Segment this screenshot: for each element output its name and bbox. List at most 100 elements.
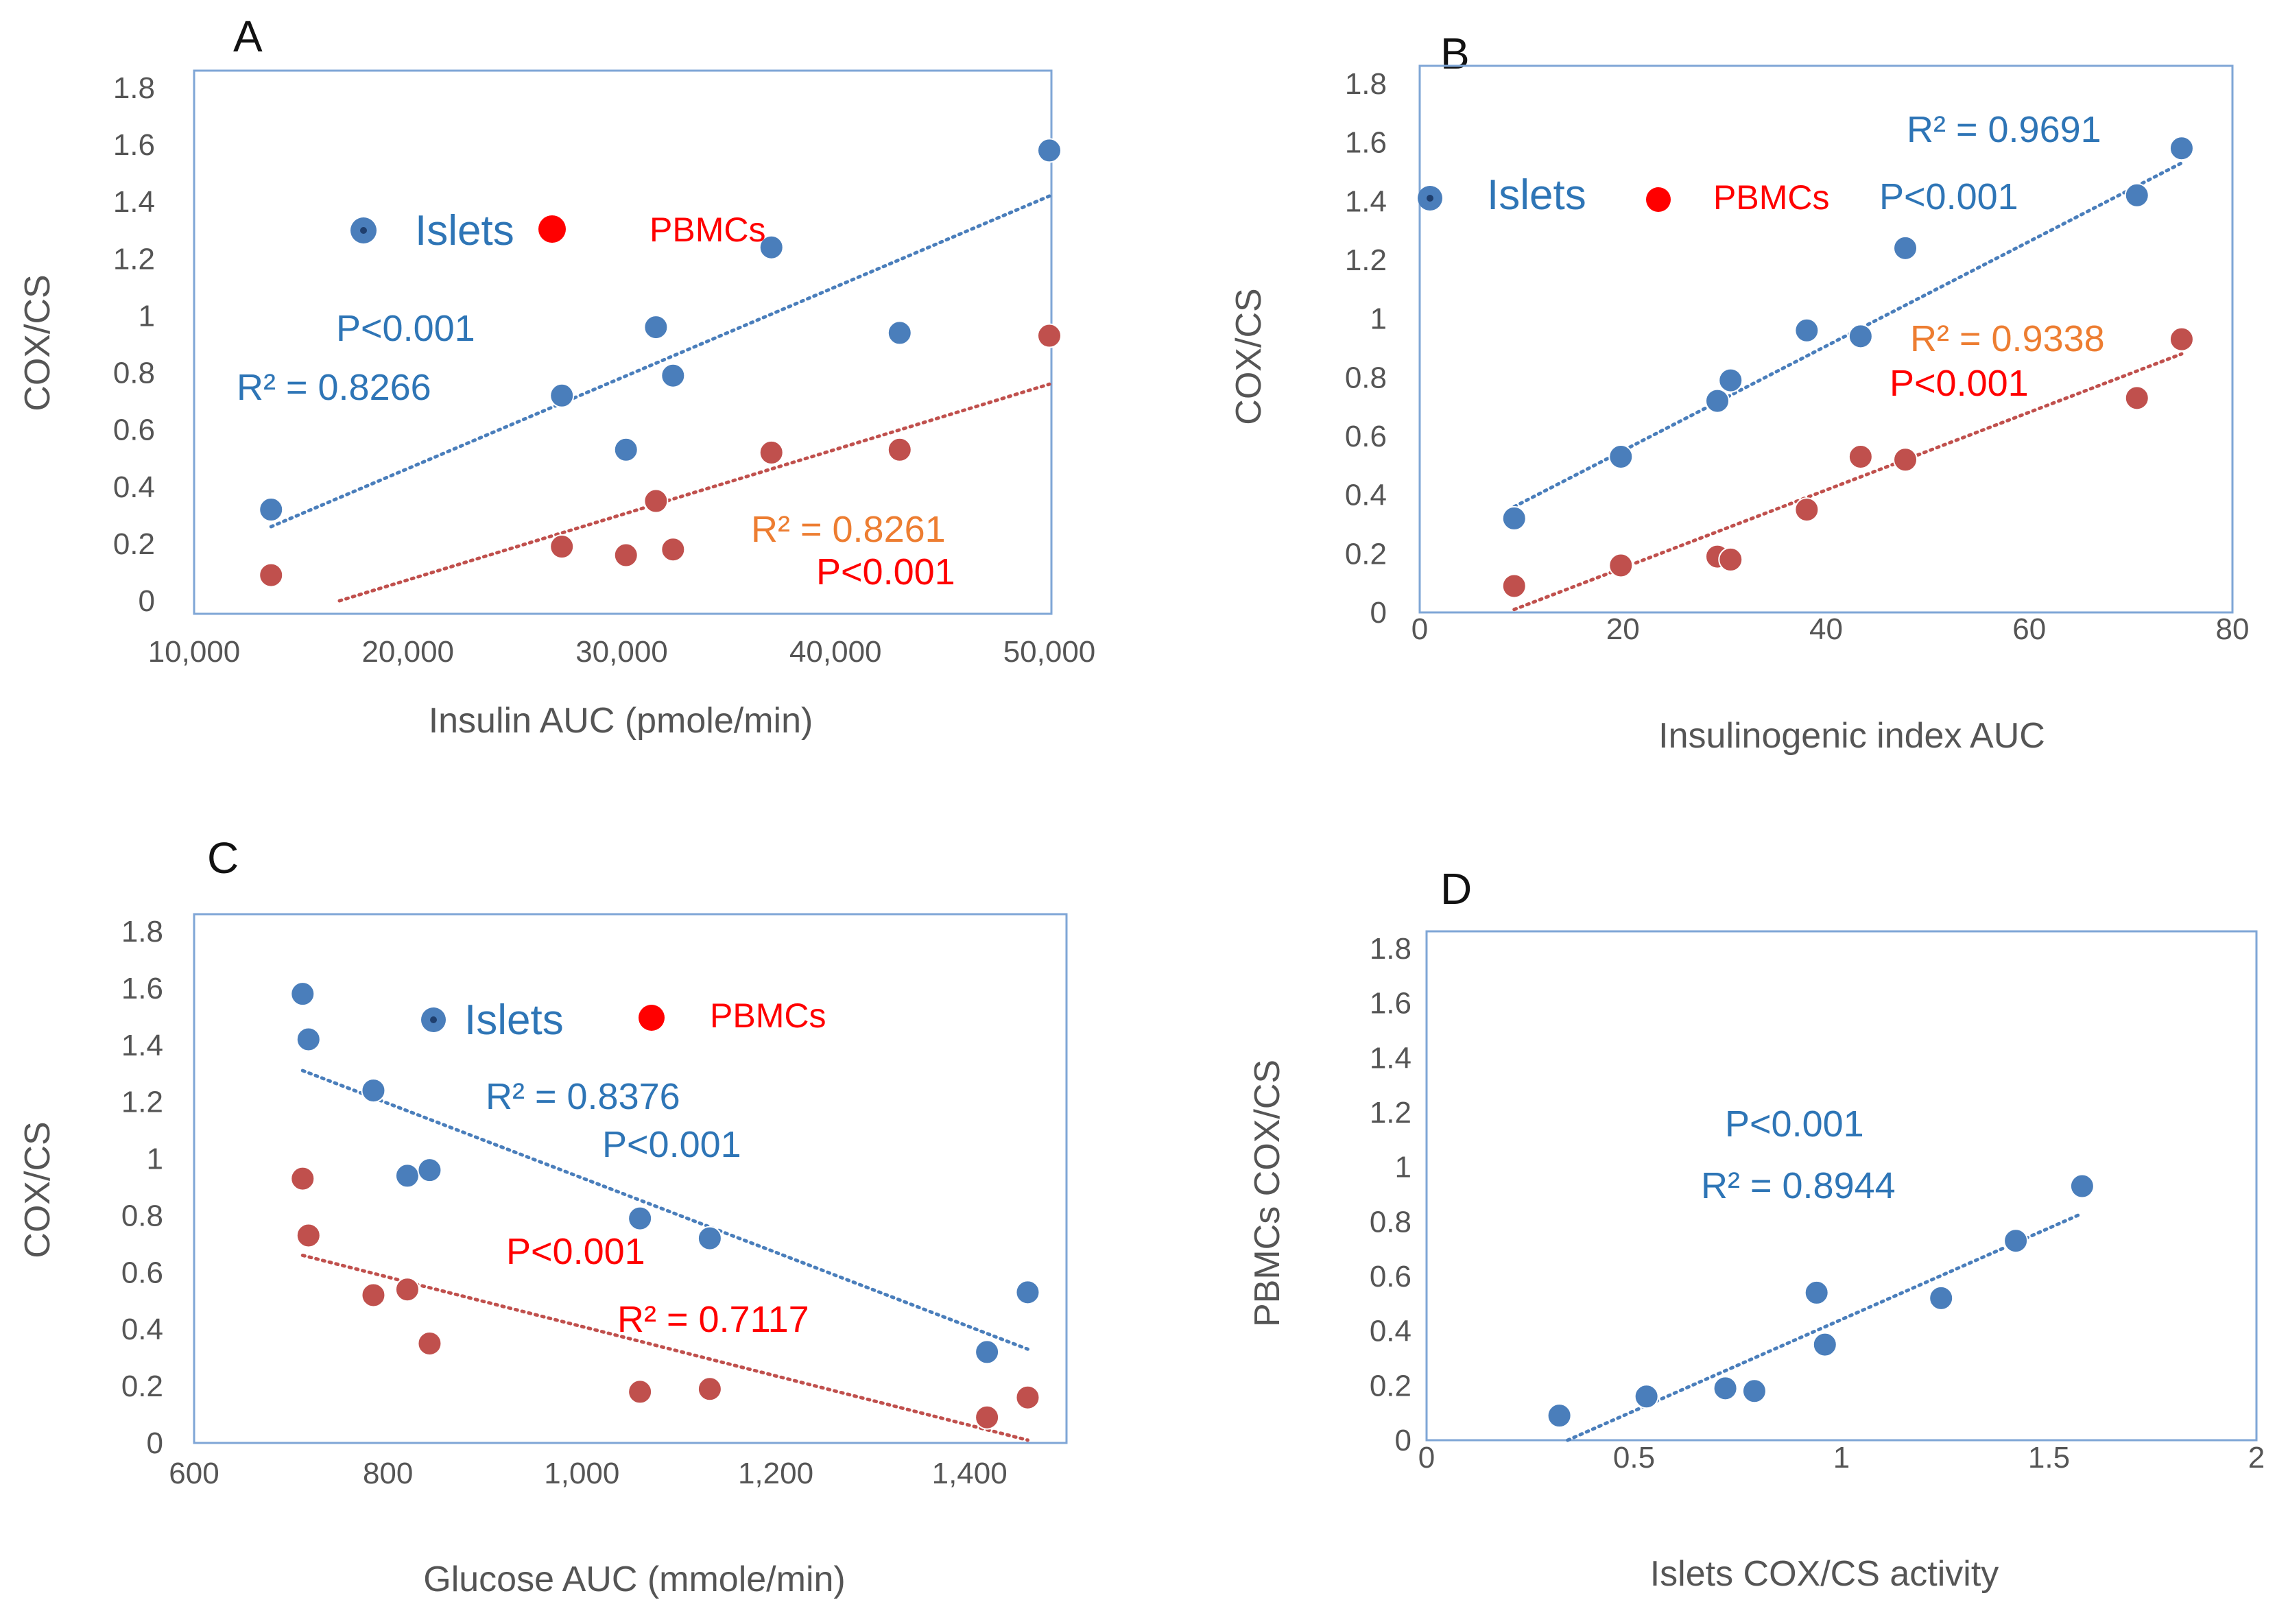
panel-a-pbmcs-point — [887, 437, 912, 462]
panel-b-letter: B — [1440, 29, 1470, 78]
panel-d-ytick-label: 1.2 — [1370, 1096, 1411, 1130]
panel-c-xtick-label: 1,400 — [932, 1457, 1008, 1490]
panel-a-pbmcs-point — [1037, 323, 1062, 348]
panel-a-islets-r2: R² = 0.8266 — [237, 367, 431, 408]
panel-b-ytick-label: 0.8 — [1345, 361, 1387, 394]
panel-c-islets-point — [975, 1339, 1000, 1365]
panel-c-pbmcs-point — [628, 1379, 653, 1405]
panel-a-xlabel: Insulin AUC (pmole/min) — [429, 701, 813, 741]
panel-a-xtick-label: 40,000 — [789, 635, 882, 669]
panel-c-islets-point — [394, 1163, 420, 1189]
panel-a-ytick-label: 0.4 — [113, 470, 155, 504]
panel-c-xtick-label: 1,000 — [544, 1457, 619, 1490]
panel-b-islets-point — [2169, 136, 2194, 161]
panel-b-islets-point — [2124, 182, 2149, 208]
panel-c-ytick-label: 1 — [147, 1143, 163, 1176]
panel-a-legend-islets-label: Islets — [415, 207, 514, 254]
panel-a-pbmcs-point — [643, 488, 669, 514]
panel-d-ylabel: PBMCs COX/CS — [1248, 1060, 1287, 1327]
panel-a-ytick-label: 0.6 — [113, 414, 155, 447]
panel-b-ytick-label: 1.2 — [1345, 243, 1387, 277]
panel-a-letter: A — [233, 12, 263, 61]
panel-b-xtick-label: 60 — [2012, 612, 2046, 646]
panel-b-pbmcs-point — [1608, 553, 1634, 578]
panel-d-frame — [1425, 930, 2258, 1442]
panel-a-xtick-label: 20,000 — [361, 635, 454, 669]
panel-c-pbmcs-point — [697, 1376, 722, 1402]
panel-b-islets-point — [1848, 324, 1873, 349]
panel-d-ytick-label: 1 — [1395, 1151, 1411, 1184]
panel-a-xtick-label: 30,000 — [575, 635, 668, 669]
panel-b-ytick-label: 0 — [1370, 596, 1387, 630]
panel-a-legend: Islets PBMCs — [350, 207, 765, 254]
panel-a-pbmcs-point — [613, 542, 639, 568]
panel-d-islets-vs-pbmcs-point — [1804, 1280, 1829, 1305]
panel-a-islets-pvalue: P<0.001 — [336, 308, 475, 349]
panel-d-pvalue: P<0.001 — [1725, 1103, 1864, 1145]
panel-c-pbmcs-point — [975, 1405, 1000, 1430]
panel-b-islets-point — [1794, 318, 1820, 343]
panel-b-xtick-label: 80 — [2216, 612, 2250, 646]
panel-c-islets-point — [296, 1027, 321, 1052]
panel-d-xtick-label: 0.5 — [1613, 1441, 1655, 1474]
panel-c-pbmcs-point — [296, 1223, 321, 1248]
panel-c-pbmcs-trendline — [300, 1253, 1029, 1442]
panel-b-xtick-label: 20 — [1606, 612, 1640, 646]
panel-c-islets-point — [417, 1158, 442, 1183]
panel-c-ytick-label: 0.2 — [121, 1370, 163, 1403]
panel-a-ytick-label: 1.4 — [113, 185, 155, 219]
panel-c-ytick-label: 1.6 — [121, 972, 163, 1005]
panel-a-ytick-label: 0.2 — [113, 527, 155, 561]
panel-a-pbmcs-pvalue: P<0.001 — [816, 551, 955, 593]
panel-c-pbmcs-point — [394, 1277, 420, 1302]
panel-c-legend: Islets PBMCs — [421, 996, 826, 1044]
panel-c-xlabel: Glucose AUC (mmole/min) — [423, 1560, 845, 1599]
panel-b: B 0 0.2 0.4 0.6 0.8 1 1.2 1.4 1.6 1.8 0 20 40 60 80 In… — [1229, 29, 2249, 756]
panel-b-pbmcs-pvalue: P<0.001 — [1890, 363, 2029, 404]
panel-b-legend-pbmcs-marker — [1646, 187, 1671, 212]
panel-d-ytick-label: 0.4 — [1370, 1315, 1411, 1348]
panel-c-pbmcs-r2: R² = 0.7117 — [617, 1299, 809, 1340]
panel-a: A 0 0.2 0.4 0.6 0.8 1 1.2 1.4 1.6 1.8 10,000 20,000… — [18, 12, 1095, 741]
panel-d-islets-vs-pbmcs-point — [1741, 1378, 1767, 1404]
panel-a-islets-point — [1037, 138, 1062, 163]
panel-a-pbmcs-trendline — [337, 382, 1051, 603]
panel-c-islets-point — [290, 981, 315, 1007]
panel-c-frame — [193, 913, 1068, 1444]
panel-b-pbmcs-point — [1794, 497, 1820, 523]
panel-c-islets-point — [1015, 1280, 1040, 1305]
panel-a-islets-point — [643, 315, 669, 340]
panel-c-legend-pbmcs-marker — [639, 1005, 665, 1031]
panel-b-ytick-label: 0.6 — [1345, 420, 1387, 453]
panel-c: C 0 0.2 0.4 0.6 0.8 1 1.2 1.4 1.6 1.8 600 800 1,000 1… — [18, 833, 1068, 1599]
panel-d-r2: R² = 0.8944 — [1701, 1165, 1896, 1206]
panel-d-xtick-label: 2 — [2248, 1441, 2265, 1474]
panel-a-plot: 0 0.2 0.4 0.6 0.8 1 1.2 1.4 1.6 1.8 10,000 20,000 30… — [113, 69, 1096, 669]
panel-b-ytick-label: 1 — [1370, 302, 1387, 336]
panel-b-ytick-label: 0.4 — [1345, 479, 1387, 512]
panel-b-plot: 0 0.2 0.4 0.6 0.8 1 1.2 1.4 1.6 1.8 0 20 40 60 80 — [1345, 64, 2250, 646]
panel-d-islets-vs-pbmcs-trendline — [1566, 1211, 2084, 1442]
panel-a-islets-point — [549, 383, 575, 408]
panel-b-pbmcs-point — [1893, 447, 1918, 473]
panel-c-pbmcs-point — [290, 1166, 315, 1191]
panel-a-xtick-label: 50,000 — [1003, 635, 1096, 669]
panel-c-letter: C — [207, 833, 239, 883]
panel-c-ytick-label: 0.6 — [121, 1256, 163, 1289]
panel-a-pbmcs-point — [759, 440, 784, 465]
panel-c-ytick-label: 1.2 — [121, 1086, 163, 1119]
panel-a-islets-point — [259, 497, 284, 523]
panel-d-ytick-label: 0 — [1395, 1424, 1411, 1457]
panel-b-legend: Islets PBMCs — [1418, 171, 1829, 219]
panel-a-ytick-label: 1.2 — [113, 242, 155, 276]
panel-b-islets-point — [1893, 235, 1918, 261]
panel-a-xtick-label: 10,000 — [148, 635, 241, 669]
panel-b-frame — [1418, 64, 2234, 614]
panel-b-pbmcs-point — [1848, 444, 1873, 469]
panel-d-ytick-label: 0.8 — [1370, 1205, 1411, 1239]
panel-b-xlabel: Insulinogenic index AUC — [1658, 716, 2045, 756]
panel-d-islets-vs-pbmcs-point — [1812, 1332, 1837, 1357]
panel-a-ytick-label: 1 — [139, 299, 155, 333]
panel-d-islets-vs-pbmcs-point — [2069, 1173, 2095, 1199]
